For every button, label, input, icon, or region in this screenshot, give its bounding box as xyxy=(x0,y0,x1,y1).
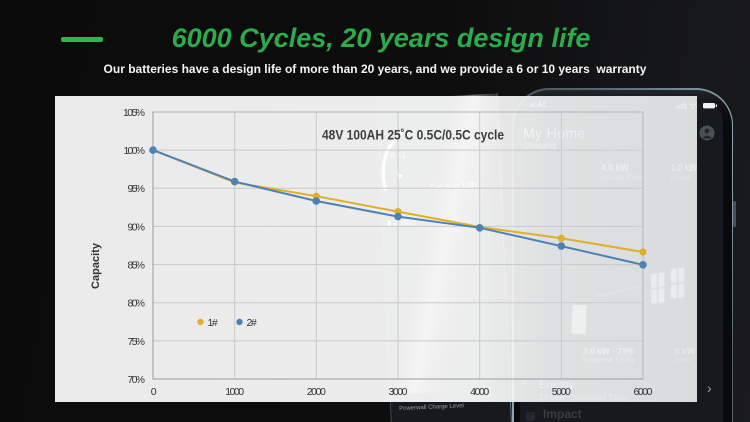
svg-text:6000: 6000 xyxy=(634,386,653,398)
svg-text:0: 0 xyxy=(151,386,157,398)
svg-text:80%: 80% xyxy=(128,298,146,310)
svg-text:3000: 3000 xyxy=(389,386,408,398)
svg-text:95%: 95% xyxy=(128,183,146,195)
svg-text:1000: 1000 xyxy=(225,386,244,398)
svg-text:70%: 70% xyxy=(128,374,146,386)
svg-text:85%: 85% xyxy=(128,260,146,272)
svg-text:48V 100AH 25˚C 0.5C/0.5C cycle: 48V 100AH 25˚C 0.5C/0.5C cycle xyxy=(322,127,504,143)
svg-text:90%: 90% xyxy=(128,221,146,233)
svg-text:105%: 105% xyxy=(123,107,145,119)
svg-text:100%: 100% xyxy=(124,145,146,157)
svg-text:Capacity: Capacity xyxy=(90,242,102,289)
svg-text:2#: 2# xyxy=(247,317,257,329)
svg-text:4000: 4000 xyxy=(470,386,489,398)
svg-text:5000: 5000 xyxy=(552,386,571,398)
svg-text:75%: 75% xyxy=(128,336,146,348)
svg-text:1#: 1# xyxy=(208,317,218,329)
svg-text:2000: 2000 xyxy=(307,386,326,398)
